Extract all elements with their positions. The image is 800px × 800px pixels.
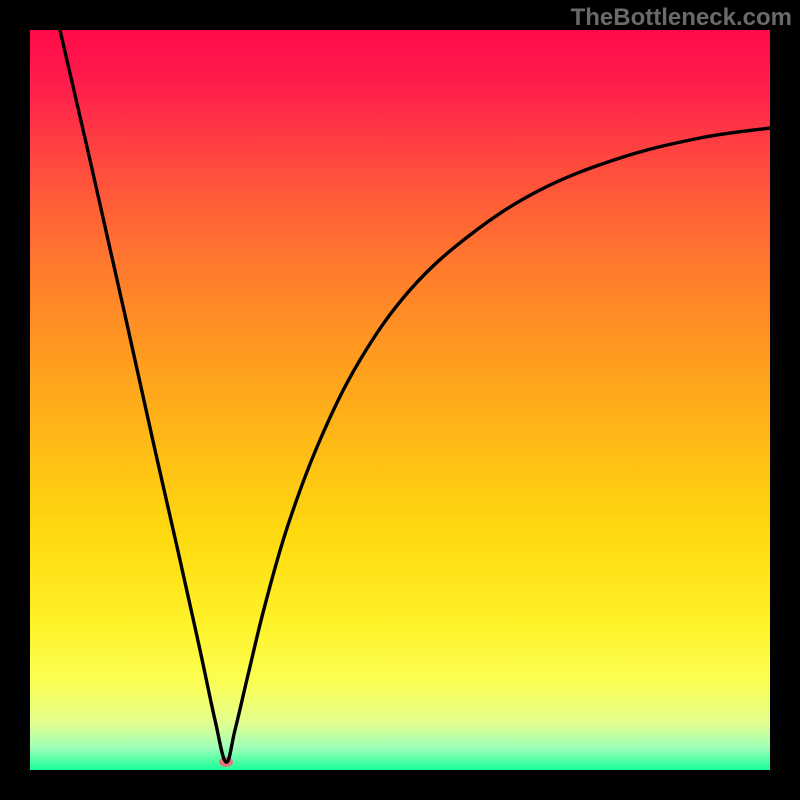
gradient-background: [30, 30, 770, 770]
chart-container: TheBottleneck.com: [0, 0, 800, 800]
plot-area: [30, 30, 770, 770]
watermark-text: TheBottleneck.com: [571, 4, 792, 32]
plot-svg: [30, 30, 770, 770]
